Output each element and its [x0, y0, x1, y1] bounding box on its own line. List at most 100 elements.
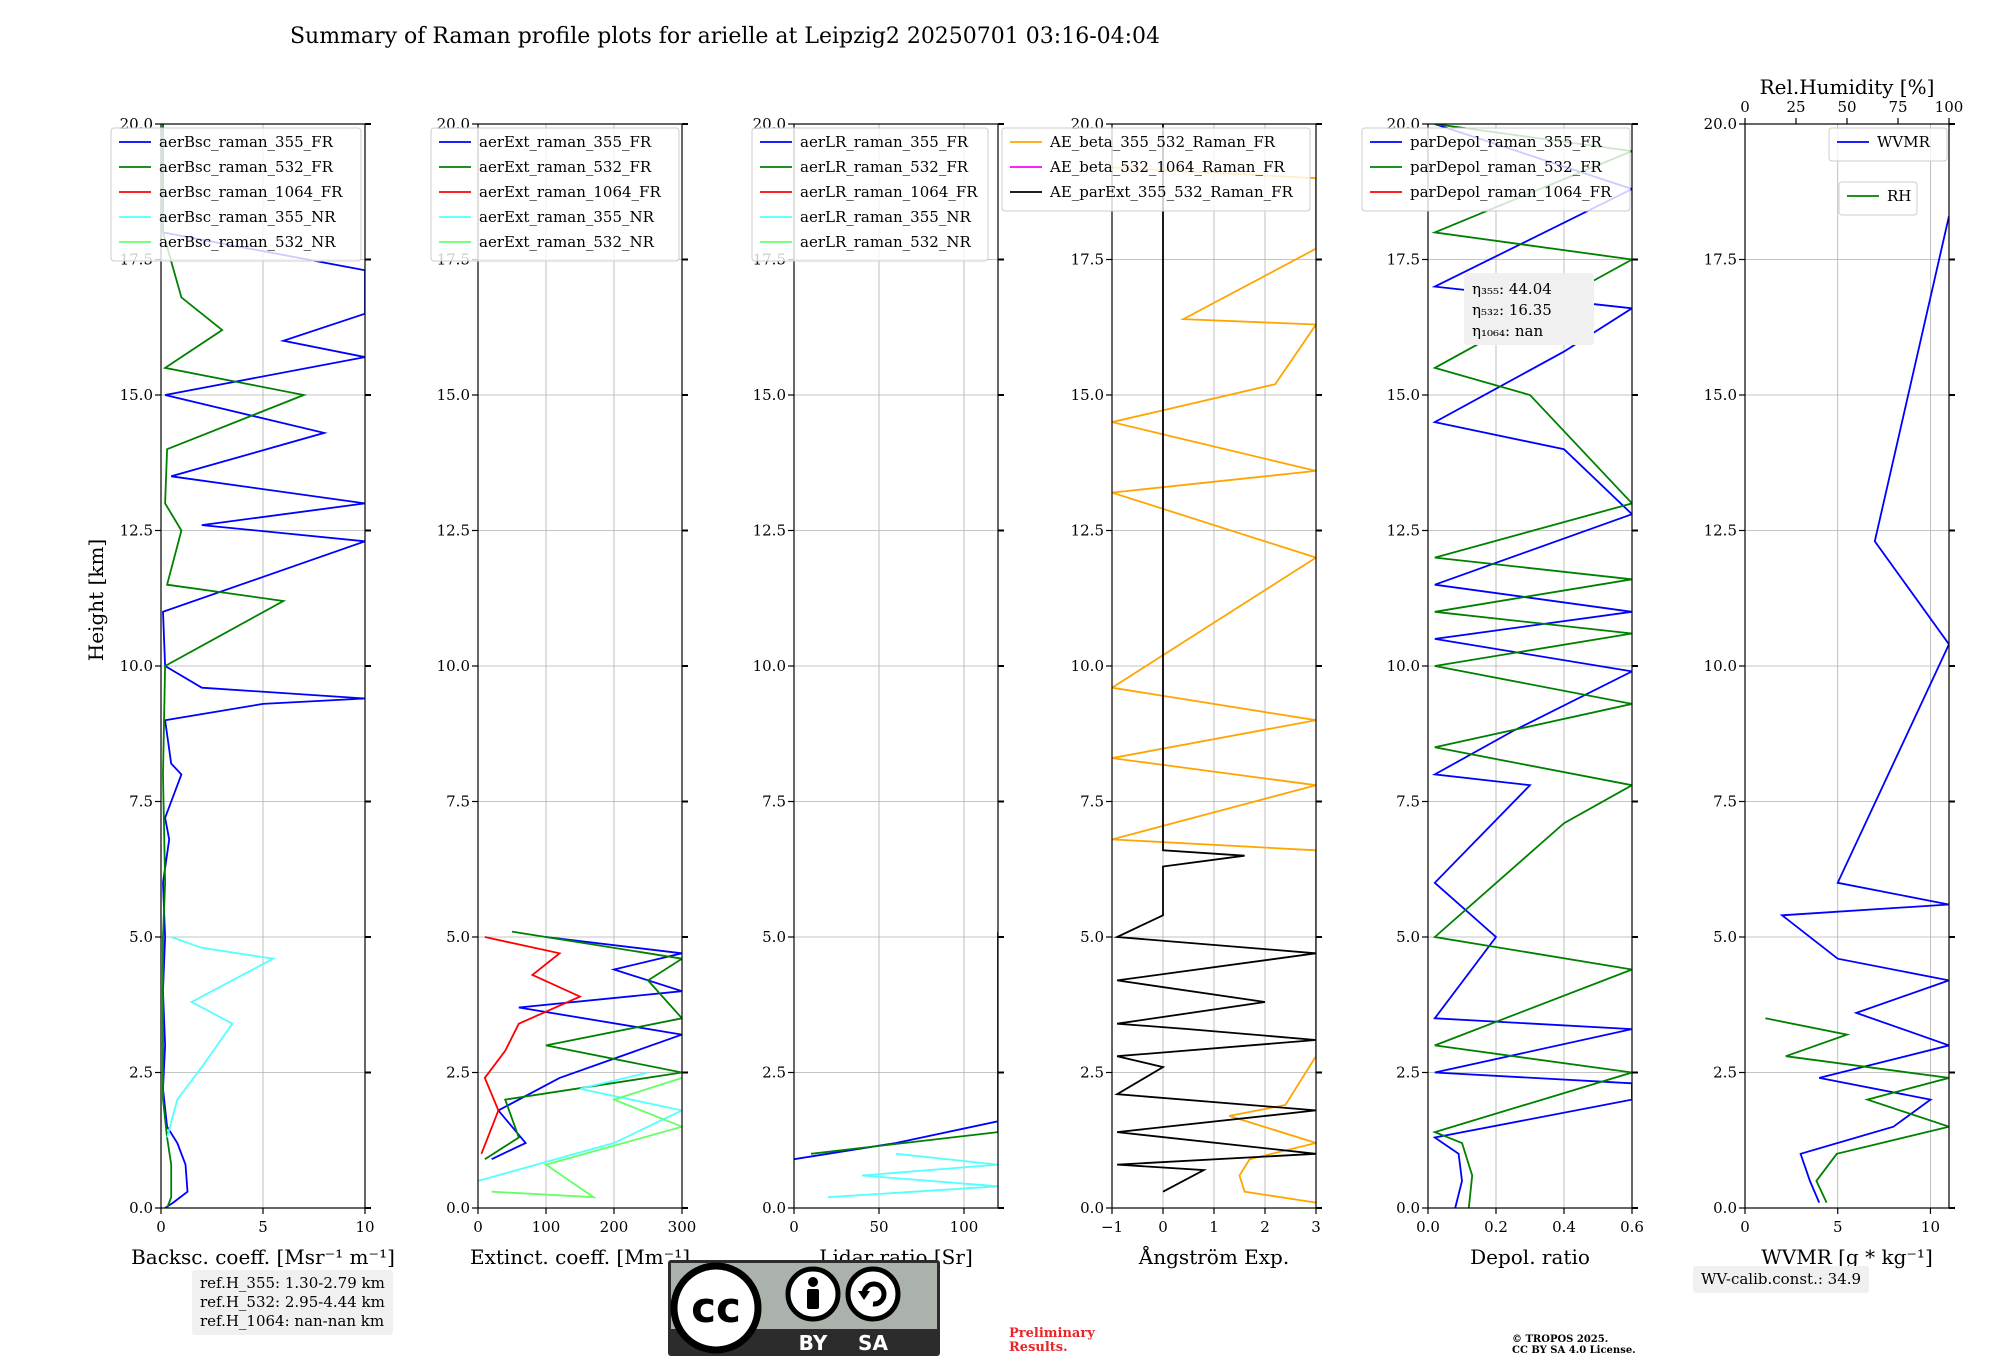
series-aerExt_raman_532_NR [491, 1077, 682, 1199]
panel-1: 0.02.55.07.510.012.515.017.520.00510Back… [110, 115, 395, 1269]
legend-label: aerExt_raman_532_FR [479, 158, 652, 176]
y-tick-label: 5.0 [1080, 928, 1104, 946]
chart-title: Summary of Raman profile plots for ariel… [290, 24, 1160, 49]
legend-label: aerExt_raman_355_FR [479, 133, 652, 151]
annotation-box [1464, 273, 1594, 345]
refh-355: ref.H_355: 1.30-2.79 km [200, 1274, 385, 1292]
series-WVMR [1779, 215, 1949, 1203]
x-tick-label: 10 [355, 1218, 374, 1236]
legend-frame [110, 127, 362, 262]
legend-label: aerLR_raman_532_NR [800, 233, 971, 251]
series-aerExt_raman_1064_FR [480, 936, 583, 1155]
x-tick-label: 2 [1260, 1218, 1270, 1236]
legend-frame [751, 127, 989, 262]
axes-frame [160, 123, 366, 1209]
series-aerBsc_raman_355_FR [162, 124, 365, 1208]
refh-532: ref.H_532: 2.95-4.44 km [200, 1293, 385, 1311]
x-tick-label: 50 [869, 1218, 888, 1236]
y-tick-label: 5.0 [1396, 928, 1420, 946]
wv-calib-text: WV-calib.const.: 34.9 [1701, 1270, 1862, 1288]
legend: AE_beta_355_532_Raman_FR AE_beta_532_1064… [1001, 127, 1311, 212]
y-tick-label: 0.0 [446, 1199, 470, 1217]
legend-label: aerExt_raman_355_NR [479, 208, 655, 226]
legend: aerLR_raman_355_FR aerLR_raman_532_FR aerL… [751, 127, 989, 262]
y-tick-label: 7.5 [1713, 793, 1737, 811]
refh-1064: ref.H_1064: nan-nan km [200, 1312, 385, 1330]
y-tick-label: 15.0 [1704, 386, 1737, 404]
axes-frame [477, 123, 683, 1209]
y-tick-label: 2.5 [1080, 1064, 1104, 1082]
panels: 0.02.55.07.510.012.515.017.520.00510Back… [110, 75, 1964, 1269]
y-tick-label: 5.0 [1713, 928, 1737, 946]
x-tick-label: 0 [473, 1218, 483, 1236]
y-tick-label: 7.5 [1080, 793, 1104, 811]
series-parDepol_raman_355_FR [1431, 124, 1632, 1208]
depol-annotation: η₃₅₅: 44.04 η₅₃₂: 16.35 η₁₀₆₄: nan [1464, 273, 1594, 345]
y-tick-label: 7.5 [762, 793, 786, 811]
y-tick-label: 10.0 [1387, 657, 1420, 675]
legend-label: aerBsc_raman_355_FR [159, 133, 334, 151]
y-tick-label: 12.5 [120, 522, 153, 540]
annotation-line: η₃₅₅: 44.04 [1472, 280, 1552, 298]
legend-frame [430, 127, 680, 262]
axes-frame [793, 123, 999, 1209]
panel-6: 0.02.55.07.510.012.515.017.520.00 5 10WVMR… [1704, 75, 1964, 1269]
series-group [478, 930, 682, 1199]
top-x-tick-label: 75 [1888, 98, 1907, 116]
series-group [1112, 124, 1316, 1204]
legend-frame [1361, 127, 1631, 212]
y-tick-label: 20.0 [1704, 115, 1737, 133]
legend-label: AE_parExt_355_532_Raman_FR [1049, 183, 1294, 201]
y-tick-label: 10.0 [1704, 657, 1737, 675]
top-x-tick-label: 100 [1935, 98, 1964, 116]
panel-5: 0.02.55.07.510.012.515.017.520.00.0 0.2 0.… [1361, 115, 1644, 1269]
y-tick-label: 12.5 [1071, 522, 1104, 540]
y-tick-label: 7.5 [446, 793, 470, 811]
y-tick-label: 17.5 [1071, 251, 1104, 269]
sa-label: SA [858, 1331, 888, 1355]
y-tick-label: 2.5 [1713, 1064, 1737, 1082]
cc-icon [670, 1262, 762, 1354]
legend-rh: RH [1838, 181, 1918, 216]
legend-label: aerBsc_raman_1064_FR [159, 183, 343, 201]
legend-label: aerExt_raman_532_NR [479, 233, 655, 251]
y-tick-label: 0.0 [129, 1199, 153, 1217]
y-tick-label: 0.0 [1396, 1199, 1420, 1217]
x-tick-label: 0 [156, 1218, 166, 1236]
y-tick-label: 15.0 [1071, 386, 1104, 404]
top-x-tick-label: 25 [1786, 98, 1805, 116]
x-tick-label: 10 [1921, 1218, 1940, 1236]
y-tick-label: 17.5 [1704, 251, 1737, 269]
series-parDepol_raman_532_FR [1431, 124, 1632, 1208]
annotation-line: η₁₀₆₄: nan [1472, 322, 1543, 340]
x-tick-label: 0.2 [1484, 1218, 1508, 1236]
x-axis-label: Backsc. coeff. [Msr⁻¹ m⁻¹] [131, 1245, 395, 1269]
series-group [1431, 124, 1632, 1208]
x-axis-label: Extinct. coeff. [Mm⁻¹] [470, 1245, 690, 1269]
preliminary-note: Preliminary Results. [1009, 1327, 1095, 1355]
series-aerBsc_raman_355_NR [166, 936, 277, 1138]
y-tick-label: 12.5 [437, 522, 470, 540]
y-tick-label: 0.0 [1713, 1199, 1737, 1217]
x-tick-label: 5 [1833, 1218, 1843, 1236]
x-tick-label: −1 [1101, 1218, 1123, 1236]
series-RH [1765, 1017, 1949, 1203]
legend-label: aerLR_raman_1064_FR [800, 183, 978, 201]
legend-label: aerLR_raman_355_NR [800, 208, 971, 226]
legend-label: RH [1887, 187, 1911, 205]
y-tick-label: 12.5 [753, 522, 786, 540]
x-axis-label: WVMR [g * kg⁻¹] [1761, 1245, 1933, 1269]
series-aerExt_raman_355_FR [491, 936, 682, 1161]
x-axis-label: Depol. ratio [1470, 1245, 1590, 1269]
y-tick-label: 12.5 [1387, 522, 1420, 540]
legend-frame [1001, 127, 1311, 212]
legend-label: parDepol_raman_1064_FR [1410, 183, 1612, 201]
legend-label: aerBsc_raman_532_NR [159, 233, 336, 251]
legend: aerBsc_raman_355_FR aerBsc_raman_532_FRae… [110, 127, 362, 262]
y-tick-label: 12.5 [1704, 522, 1737, 540]
x-tick-label: 100 [532, 1218, 561, 1236]
x-tick-label: 300 [668, 1218, 697, 1236]
y-tick-label: 15.0 [437, 386, 470, 404]
series-group [794, 931, 998, 1199]
